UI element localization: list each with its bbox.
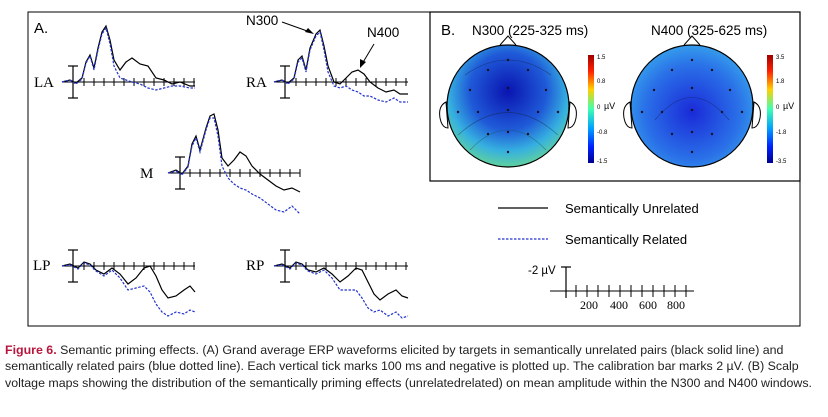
channel-label-ra: RA — [246, 75, 267, 91]
calibration-bar: -2 µV 200 400 600 800 — [528, 265, 694, 312]
legend-related: Semantically Related — [565, 232, 687, 247]
waveform-related-ra — [273, 30, 408, 103]
waveform-unrelated-rp — [273, 261, 409, 301]
svg-text:0.8: 0.8 — [597, 79, 606, 85]
svg-text:-1.5: -1.5 — [597, 159, 608, 165]
caption-text: Semantic priming effects. (A) Grand aver… — [5, 343, 812, 390]
waveform-unrelated-la — [61, 24, 195, 87]
erp-la: LA — [34, 24, 195, 99]
n300-annotation: N300 — [246, 13, 278, 28]
n300-colorbar: 1.5 0.8 0 µV -0.8 -1.5 — [588, 55, 615, 165]
svg-text:-0.8: -0.8 — [597, 130, 608, 136]
n300-scalp-map — [439, 35, 577, 168]
calibration-tick-800: 800 — [667, 298, 685, 312]
waveform-related-m — [167, 117, 301, 215]
channel-label-rp: RP — [246, 258, 264, 274]
waveform-related-rp — [273, 262, 409, 319]
svg-text:-3.5: -3.5 — [776, 159, 787, 165]
svg-text:0: 0 — [776, 105, 780, 111]
n400-map-title: N400 (325-625 ms) — [651, 23, 767, 38]
svg-text:1.8: 1.8 — [776, 79, 785, 85]
svg-text:1.5: 1.5 — [597, 55, 606, 61]
waveform-unrelated-ra — [273, 28, 408, 95]
n400-colorbar: 3.5 1.8 0 µV -1.8 -3.5 — [767, 55, 794, 165]
calibration-tick-400: 400 — [610, 298, 628, 312]
erp-ra: RA N300 N400 — [246, 13, 408, 103]
calibration-amplitude: -2 µV — [528, 265, 556, 277]
waveform-unrelated-lp — [61, 261, 196, 299]
waveform-unrelated-m — [167, 113, 301, 193]
svg-text:3.5: 3.5 — [776, 55, 785, 61]
panel-a-label: A. — [34, 20, 48, 37]
channel-label-m: M — [140, 166, 153, 182]
calibration-tick-600: 600 — [639, 298, 657, 312]
figure-6: A. B. N300 (225-325 ms) N400 (325-625 ms… — [27, 11, 801, 327]
n400-scalp-map — [623, 35, 761, 168]
caption-label: Figure 6. — [5, 343, 57, 357]
svg-text:-1.8: -1.8 — [776, 130, 787, 136]
svg-text:0: 0 — [597, 105, 601, 111]
erp-lp: LP — [33, 249, 196, 317]
legend: Semantically Unrelated Semantically Rela… — [498, 201, 699, 247]
legend-unrelated: Semantically Unrelated — [565, 201, 699, 216]
panel-b-label: B. — [441, 22, 455, 39]
erp-m: M — [140, 113, 301, 215]
svg-text:µV: µV — [783, 101, 794, 111]
erp-rp: RP — [246, 249, 409, 319]
waveform-related-la — [61, 26, 195, 91]
channel-label-la: LA — [34, 75, 54, 91]
svg-text:µV: µV — [604, 101, 615, 111]
axes-la — [62, 65, 195, 99]
waveform-related-lp — [61, 262, 196, 317]
calibration-tick-200: 200 — [580, 298, 598, 312]
n300-map-title: N300 (225-325 ms) — [472, 23, 588, 38]
figure-caption: Figure 6. Semantic priming effects. (A) … — [5, 342, 823, 391]
n400-annotation: N400 — [367, 25, 399, 40]
channel-label-lp: LP — [33, 258, 51, 274]
